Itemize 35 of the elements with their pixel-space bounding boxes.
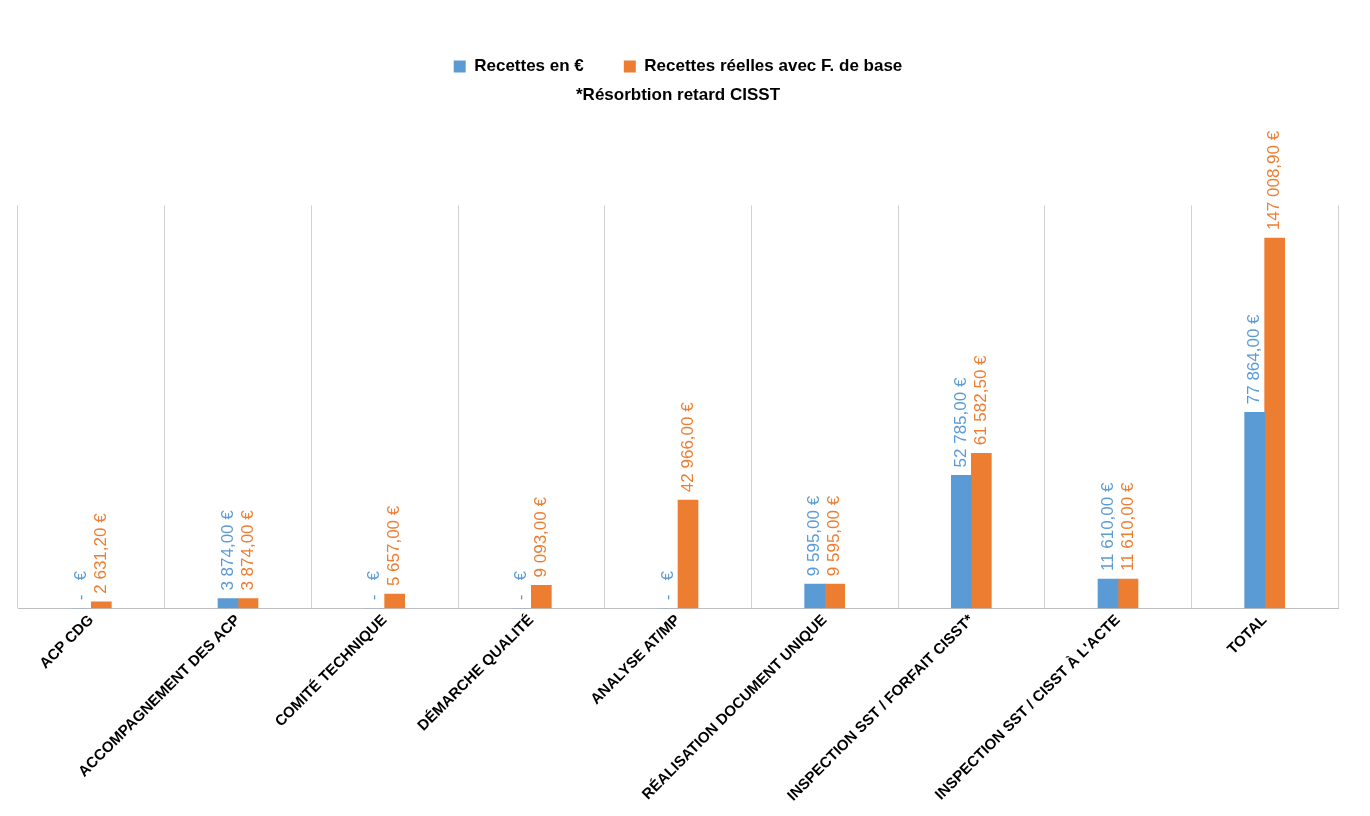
data-label: 9 595,00 €	[804, 495, 824, 577]
bar	[217, 598, 239, 609]
data-label: 2 631,20 €	[91, 512, 111, 594]
data-label: 5 657,00 €	[384, 505, 404, 587]
data-label: 3 874,00 €	[237, 509, 257, 591]
data-label: 77 864,00 €	[1244, 313, 1264, 405]
legend-label: Recettes réelles avec F. de base	[644, 56, 903, 76]
text: *Résorbtion retard CISST	[575, 84, 781, 104]
data-label: 42 966,00 €	[677, 401, 697, 493]
bar	[951, 475, 972, 609]
bar	[531, 585, 552, 609]
bar	[384, 593, 405, 609]
data-label: - €	[511, 570, 531, 601]
bar	[1244, 411, 1265, 609]
data-label: 9 093,00 €	[531, 496, 551, 578]
legend-label: Recettes en €	[474, 56, 585, 76]
data-label: 11 610,00 €	[1117, 482, 1137, 572]
bar	[1264, 237, 1285, 609]
data-label: - €	[71, 570, 91, 601]
bar	[91, 601, 112, 609]
bar	[1117, 578, 1139, 609]
data-label: 61 582,50 €	[971, 354, 991, 446]
bar	[677, 499, 699, 609]
bar	[971, 452, 992, 609]
bar	[1097, 578, 1119, 609]
data-label: - €	[364, 570, 384, 601]
bar	[824, 583, 845, 609]
data-label: 11 610,00 €	[1097, 482, 1117, 572]
data-label: 3 874,00 €	[217, 509, 237, 591]
data-label: 9 595,00 €	[824, 495, 844, 577]
bar	[804, 583, 825, 609]
data-label: - €	[657, 570, 677, 601]
data-label: 52 785,00 €	[951, 377, 971, 468]
data-label: 147 008,90 €	[1264, 130, 1284, 231]
bar	[237, 598, 259, 609]
